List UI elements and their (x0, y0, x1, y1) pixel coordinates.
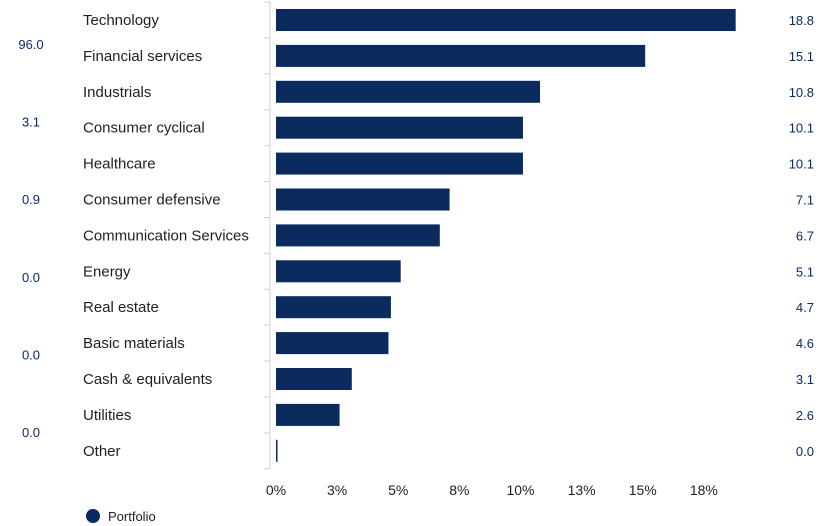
x-tick-label: 15% (629, 482, 657, 498)
x-tick-label: 8% (449, 482, 469, 498)
bar-value-label: 4.6 (796, 336, 814, 351)
left-column-value: 0.0 (22, 347, 40, 362)
bar (276, 439, 278, 462)
bar-value-label: 10.1 (789, 121, 814, 136)
left-column-value: 0.0 (22, 270, 40, 285)
bar (276, 403, 340, 426)
category-label: Consumer defensive (83, 192, 221, 209)
bar-value-label: 10.1 (789, 157, 814, 172)
left-column-value: 0.9 (22, 192, 40, 207)
bar (276, 44, 646, 67)
bar (276, 224, 440, 247)
category-label: Cash & equivalents (83, 371, 212, 388)
category-label: Other (83, 443, 121, 460)
category-label: Consumer cyclical (83, 120, 205, 137)
left-column-value: 3.1 (22, 115, 40, 130)
bar-value-label: 10.8 (789, 85, 814, 100)
category-label: Real estate (83, 299, 159, 316)
bar-value-label: 0.0 (796, 444, 814, 459)
x-tick-label: 13% (568, 482, 596, 498)
category-label: Industrials (83, 84, 151, 101)
left-column-value: 0.0 (22, 425, 40, 440)
bar (276, 80, 541, 103)
bar (276, 188, 450, 211)
category-label: Technology (83, 12, 159, 29)
x-tick-label: 0% (266, 482, 286, 498)
bar-value-label: 5.1 (796, 264, 814, 279)
bar-value-label: 18.8 (789, 13, 814, 28)
x-tick-label: 3% (327, 482, 347, 498)
bar (276, 9, 736, 31)
bar-value-label: 2.6 (796, 408, 814, 423)
x-tick-label: 10% (506, 482, 534, 498)
category-label: Healthcare (83, 156, 156, 173)
bar (276, 260, 401, 283)
bar (276, 332, 389, 355)
category-label: Financial services (83, 48, 202, 65)
legend-label: Portfolio (108, 509, 156, 524)
category-label: Communication Services (83, 227, 249, 244)
category-label: Utilities (83, 407, 131, 424)
x-tick-label: 18% (690, 482, 718, 498)
bar-value-label: 7.1 (796, 193, 814, 208)
bar-value-label: 4.7 (796, 300, 814, 315)
bar-value-label: 6.7 (796, 228, 814, 243)
bar (276, 152, 523, 175)
bar (276, 296, 391, 319)
category-label: Basic materials (83, 335, 185, 352)
bar-value-label: 15.1 (789, 49, 814, 64)
x-tick-label: 5% (388, 482, 408, 498)
left-column-value: 96.0 (18, 37, 43, 52)
category-label: Energy (83, 263, 131, 280)
bar-value-label: 3.1 (796, 372, 814, 387)
legend-marker (86, 509, 100, 523)
bar (276, 368, 352, 390)
bar (276, 116, 523, 139)
